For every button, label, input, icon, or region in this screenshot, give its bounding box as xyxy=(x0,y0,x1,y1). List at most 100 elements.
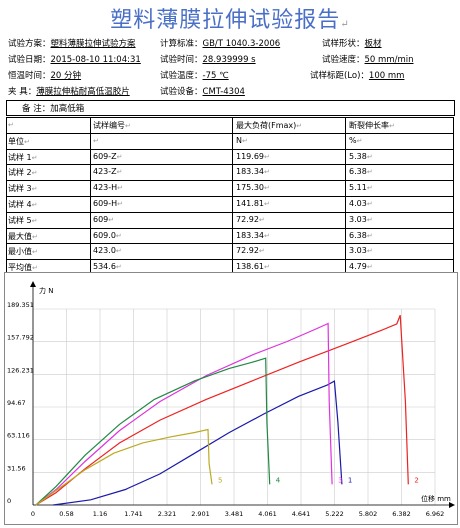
table-cell: 5.11↵ xyxy=(349,183,373,192)
cell-mark: ↵ xyxy=(264,168,270,177)
series-line-5 xyxy=(35,428,213,506)
x-tick-label: 3.481 xyxy=(225,510,244,518)
cell-mark: ↵ xyxy=(241,136,248,145)
table-cell: 最大值↵ xyxy=(8,231,38,242)
remark-row: 备 注：加高低箱 xyxy=(22,104,85,114)
date-row: 试验日期：2015-08-10 11:04:31 xyxy=(8,55,141,65)
x-tick-label: 5.222 xyxy=(325,510,344,518)
table-cell: 138.61↵ xyxy=(236,262,270,271)
cell-mark: ↵ xyxy=(366,184,373,193)
scheme-row: 试验方案：塑料薄膜拉伸试验方案 xyxy=(8,39,136,49)
cell-mark: ↵ xyxy=(389,122,395,130)
cell-mark: ↵ xyxy=(356,136,363,145)
cell-mark: ↵ xyxy=(258,247,265,256)
series-label-5: 5 xyxy=(218,476,222,484)
table-gridline xyxy=(6,243,453,245)
cell-mark: ↵ xyxy=(366,231,373,240)
cell-mark: ↵ xyxy=(366,215,373,224)
x-tick-label: 4.061 xyxy=(258,510,277,518)
table-gridline xyxy=(6,164,453,166)
table-cell: 试样 4↵ xyxy=(8,199,38,210)
cell-text: 138.61 xyxy=(236,262,264,272)
cell-mark: ↵ xyxy=(264,152,270,161)
table-gridline xyxy=(6,117,7,275)
series-line-4 xyxy=(35,357,271,506)
table-cell: 183.34↵ xyxy=(236,167,270,176)
table-cell: 609.0↵ xyxy=(93,231,122,240)
cell-text: 试样 2 xyxy=(8,168,32,178)
cell-mark: ↵ xyxy=(32,232,38,241)
cell-mark: ↵ xyxy=(366,263,373,272)
gauge-row: 试样标距(Lo)：100 mm xyxy=(310,71,405,81)
cell-text: 断裂伸长率 xyxy=(349,121,389,130)
table-cell: 试样 5↵ xyxy=(8,215,38,226)
table-cell: 6.38↵ xyxy=(349,231,373,240)
cell-text: 试样 4 xyxy=(8,200,32,209)
cell-mark: ↵ xyxy=(31,185,38,194)
cell-mark: ↵ xyxy=(264,263,270,272)
remark-box xyxy=(6,100,455,116)
cell-text: 5.38 xyxy=(349,151,367,161)
series-line-1 xyxy=(53,380,343,506)
cell-text: 609-Z xyxy=(93,151,117,161)
table-gridline xyxy=(232,117,233,275)
cell-text: 6.38 xyxy=(349,167,367,177)
cell-mark: ↵ xyxy=(24,137,30,146)
table-cell: 6.38↵ xyxy=(349,167,373,176)
x-tick-label: 1.16 xyxy=(93,510,107,518)
x-tick-label: 2.901 xyxy=(191,510,210,518)
table-cell: 423.0↵ xyxy=(93,246,122,255)
cell-mark: ↵ xyxy=(115,247,122,256)
table-cell: 609-Z↵ xyxy=(93,152,123,161)
table-cell: 609↵ xyxy=(93,215,114,224)
cell-mark: ↵ xyxy=(31,216,38,225)
cell-mark: ↵ xyxy=(115,231,122,240)
x-tick-label: 0.58 xyxy=(59,510,73,518)
table-gridline xyxy=(6,180,453,182)
table-cell: 3.03↵ xyxy=(349,215,373,224)
table-cell: N↵ xyxy=(236,136,248,145)
x-axis-arrow xyxy=(449,502,455,508)
cell-text: 6.38 xyxy=(349,230,367,240)
table-cell: 72.92↵ xyxy=(236,246,265,255)
temp-row: 试验温度：-75 ℃ xyxy=(160,71,229,81)
cell-mark: ↵ xyxy=(366,152,373,161)
table-gridline xyxy=(453,117,454,275)
cell-text: 最大负荷(Fmax) xyxy=(236,121,297,130)
cell-text: 423-H xyxy=(93,183,118,193)
cell-mark: ↵ xyxy=(117,200,124,208)
cell-mark: ↵ xyxy=(116,168,123,177)
cell-text: 72.92 xyxy=(236,214,259,224)
cell-mark: ↵ xyxy=(8,121,14,129)
y-tick-label: 157.792 xyxy=(7,334,34,342)
cell-text: 试样 1 xyxy=(8,152,32,162)
series-line-2 xyxy=(35,314,409,506)
cell-text: 最小值 xyxy=(8,247,32,257)
table-cell: 试样 3↵ xyxy=(8,183,38,194)
table-header-cell: 最大负荷(Fmax)↵ xyxy=(236,120,302,131)
table-cell: 423-H↵ xyxy=(93,183,123,192)
x-tick-label: 1.741 xyxy=(124,510,143,518)
cell-text: 183.34 xyxy=(236,167,264,177)
cell-text: 609.0 xyxy=(93,230,116,240)
table-cell: 609-H↵ xyxy=(93,199,123,208)
standard-row: 计算标准：GB/T 1040.3-2006 xyxy=(160,39,281,49)
equipment-row: 试验设备：CMT-4304 xyxy=(160,87,245,97)
cell-mark: ↵ xyxy=(93,136,99,145)
x-tick-label: 2.321 xyxy=(158,510,177,518)
cell-mark: ↵ xyxy=(366,200,373,208)
cell-text: 单位 xyxy=(8,136,24,146)
force-displacement-chart: 0 0.58 1.16 1.741 2.321 2.901 3.481 4.061 4.641 5… xyxy=(4,272,458,525)
table-cell: 119.69↵ xyxy=(236,152,270,161)
cell-text: 119.69 xyxy=(236,151,264,161)
cell-text: 4.79 xyxy=(349,262,367,272)
cell-text: 534.6 xyxy=(93,262,116,272)
table-gridline xyxy=(90,117,91,275)
cell-mark: ↵ xyxy=(31,153,38,162)
cell-text: 最大值 xyxy=(8,231,32,241)
cell-mark: ↵ xyxy=(258,215,265,224)
table-header-cell: 断裂伸长率↵ xyxy=(349,120,395,131)
cell-text: 609 xyxy=(93,214,109,224)
table-cell: 72.92↵ xyxy=(236,215,265,224)
time-row: 试验时间：28.939999 s xyxy=(160,55,256,65)
